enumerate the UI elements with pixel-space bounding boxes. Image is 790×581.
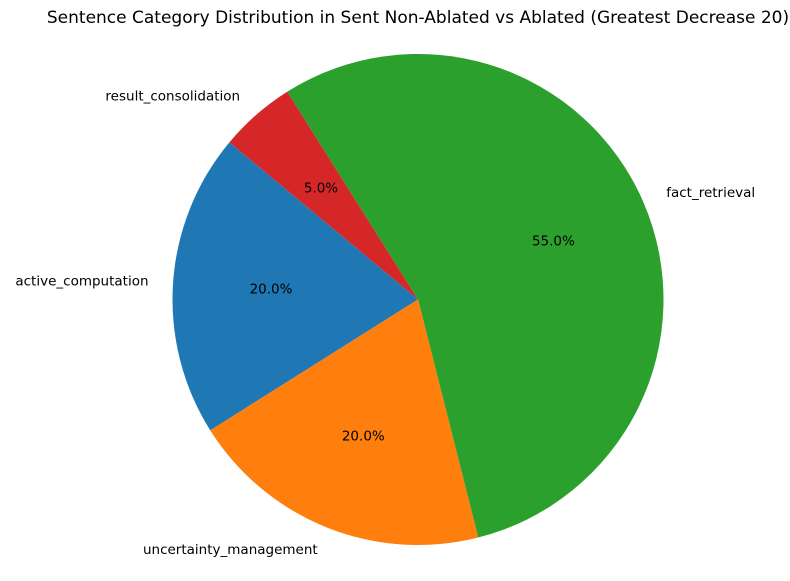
chart-title: Sentence Category Distribution in Sent N… (47, 8, 789, 28)
slice-pct-fact_retrieval: 55.0% (532, 233, 575, 249)
pie-slice-active_computation (172, 142, 418, 431)
slice-pct-uncertainty_management: 20.0% (342, 428, 385, 444)
slice-pct-result_consolidation: 5.0% (304, 181, 338, 197)
slice-label-active_computation: active_computation (15, 274, 148, 290)
pie-slice-fact_retrieval (287, 53, 664, 538)
slice-label-result_consolidation: result_consolidation (105, 88, 240, 104)
slice-label-fact_retrieval: fact_retrieval (666, 185, 755, 201)
slice-label-uncertainty_management: uncertainty_management (143, 542, 318, 558)
pie-slice-result_consolidation (229, 91, 418, 300)
pie-slice-uncertainty_management (210, 299, 479, 546)
slice-pct-active_computation: 20.0% (250, 282, 293, 298)
